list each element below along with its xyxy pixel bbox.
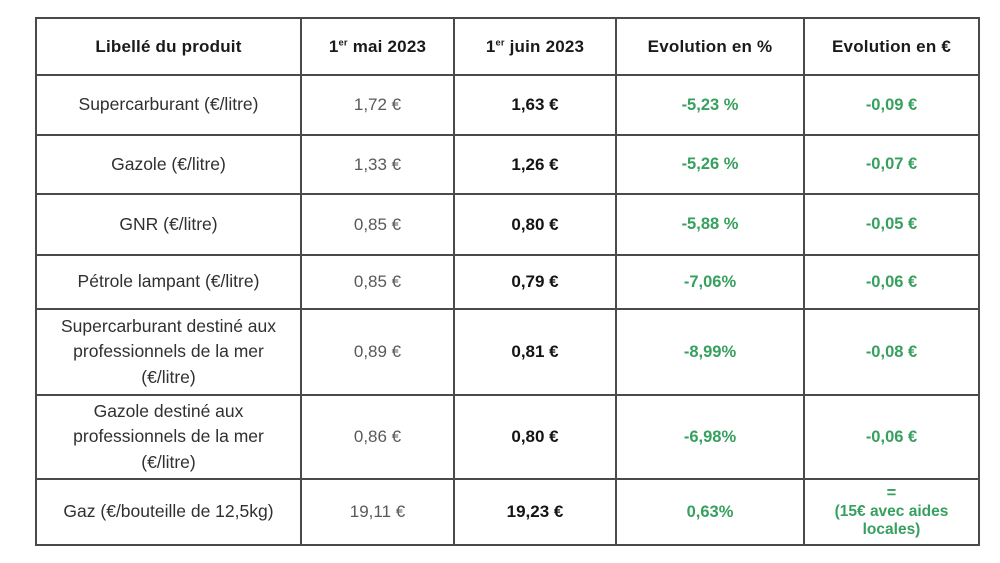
evolution-pct-cell: -6,98% — [615, 394, 805, 480]
table-row-gaz: Gaz (€/bouteille de 12,5kg) 19,11 € 19,2… — [35, 478, 980, 546]
col-header-evolution-pct: Evolution en % — [615, 17, 805, 76]
col-header-evolution-eur: Evolution en € — [803, 17, 980, 76]
product-label-cell: GNR (€/litre) — [35, 193, 302, 256]
date-rest: mai 2023 — [347, 36, 427, 56]
evolution-eur-cell: = (15€ avec aides locales) — [803, 478, 980, 546]
price-june-cell: 1,63 € — [453, 74, 617, 136]
col-header-june-2023: 1er juin 2023 — [453, 17, 617, 76]
product-label-cell: Supercarburant destiné aux professionnel… — [35, 308, 302, 396]
evolution-pct-cell: -7,06% — [615, 254, 805, 310]
table-header-row: Libellé du produit 1er mai 2023 1er juin… — [35, 17, 980, 76]
table-row-gazole: Gazole (€/litre) 1,33 € 1,26 € -5,26 % -… — [35, 134, 980, 195]
table-row-supercarburant: Supercarburant (€/litre) 1,72 € 1,63 € -… — [35, 74, 980, 136]
product-label-cell: Gaz (€/bouteille de 12,5kg) — [35, 478, 302, 546]
price-june-cell: 1,26 € — [453, 134, 617, 195]
date-day: 1 — [328, 36, 339, 56]
date-ordinal: er — [495, 36, 505, 47]
product-label-cell: Gazole (€/litre) — [35, 134, 302, 195]
price-june-cell: 0,80 € — [453, 394, 617, 480]
evolution-pct-cell: -8,99% — [615, 308, 805, 396]
evolution-pct-cell: -5,88 % — [615, 193, 805, 256]
evolution-eur-cell: -0,07 € — [803, 134, 980, 195]
product-label-cell: Gazole destiné aux professionnels de la … — [35, 394, 302, 480]
price-may-cell: 0,85 € — [300, 193, 455, 256]
evolution-pct-cell: -5,23 % — [615, 74, 805, 136]
table-row-gnr: GNR (€/litre) 0,85 € 0,80 € -5,88 % -0,0… — [35, 193, 980, 256]
equals-sign: = — [886, 483, 897, 502]
evolution-pct-cell: -5,26 % — [615, 134, 805, 195]
table-row-supercarburant-mer: Supercarburant destiné aux professionnel… — [35, 308, 980, 396]
table-row-petrole-lampant: Pétrole lampant (€/litre) 0,85 € 0,79 € … — [35, 254, 980, 310]
local-aid-note: (15€ avec aides locales) — [834, 502, 949, 539]
col-header-product-label: Libellé du produit — [95, 36, 242, 56]
product-label-cell: Supercarburant (€/litre) — [35, 74, 302, 136]
evolution-eur-cell: -0,05 € — [803, 193, 980, 256]
col-header-may-2023: 1er mai 2023 — [300, 17, 455, 76]
price-june-cell: 0,80 € — [453, 193, 617, 256]
col-header-product: Libellé du produit — [35, 17, 302, 76]
price-may-cell: 1,33 € — [300, 134, 455, 195]
price-may-cell: 0,86 € — [300, 394, 455, 480]
evolution-eur-cell: -0,06 € — [803, 254, 980, 310]
evolution-eur-cell: -0,09 € — [803, 74, 980, 136]
date-day: 1 — [485, 36, 496, 56]
price-may-cell: 19,11 € — [300, 478, 455, 546]
price-may-cell: 1,72 € — [300, 74, 455, 136]
price-june-cell: 0,79 € — [453, 254, 617, 310]
evolution-eur-cell: -0,08 € — [803, 308, 980, 396]
price-may-cell: 0,85 € — [300, 254, 455, 310]
price-may-cell: 0,89 € — [300, 308, 455, 396]
evolution-pct-cell: 0,63% — [615, 478, 805, 546]
fuel-price-table: Libellé du produit 1er mai 2023 1er juin… — [35, 17, 980, 546]
evolution-eur-cell: -0,06 € — [803, 394, 980, 480]
price-june-cell: 19,23 € — [453, 478, 617, 546]
table-row-gazole-mer: Gazole destiné aux professionnels de la … — [35, 394, 980, 480]
date-ordinal: er — [338, 36, 348, 47]
date-rest: juin 2023 — [504, 36, 585, 56]
price-june-cell: 0,81 € — [453, 308, 617, 396]
product-label-cell: Pétrole lampant (€/litre) — [35, 254, 302, 310]
